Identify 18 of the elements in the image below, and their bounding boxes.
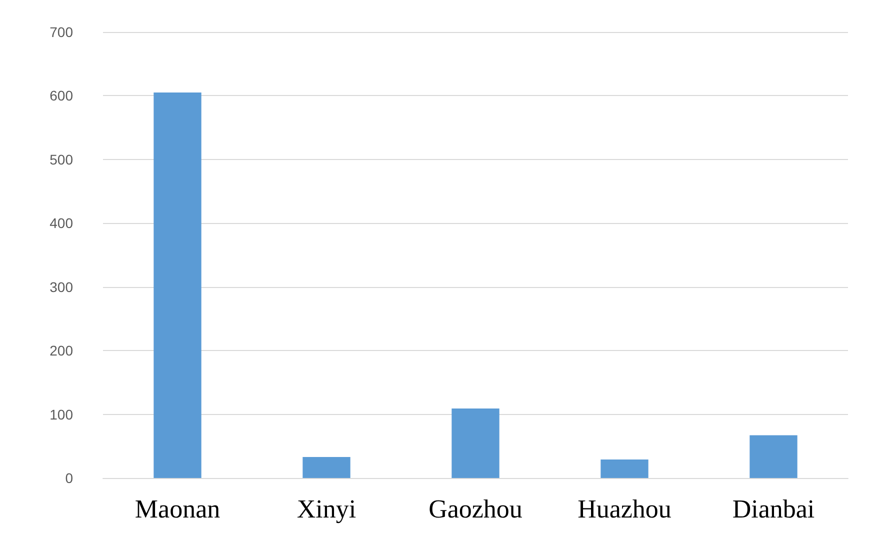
y-tick-label: 300 (50, 278, 74, 295)
x-tick-label: Huazhou (578, 494, 672, 524)
x-tick-label: Maonan (134, 494, 220, 524)
y-tick-label: 0 (65, 470, 74, 486)
y-tick-label: 600 (50, 88, 74, 104)
x-tick-label: Dianbai (732, 494, 815, 524)
y-tick-label: 200 (50, 342, 74, 359)
y-tick-label: 400 (50, 215, 74, 232)
y-tick-label: 500 (50, 151, 74, 168)
x-tick-label: Xinyi (296, 494, 356, 524)
bar (750, 435, 798, 478)
x-tick-label: Gaozhou (428, 494, 522, 524)
bar (154, 92, 202, 478)
bar (600, 460, 648, 478)
bar (302, 456, 350, 478)
y-tick-label: 100 (50, 406, 74, 422)
bar (452, 408, 500, 478)
y-tick-label: 700 (50, 24, 74, 40)
